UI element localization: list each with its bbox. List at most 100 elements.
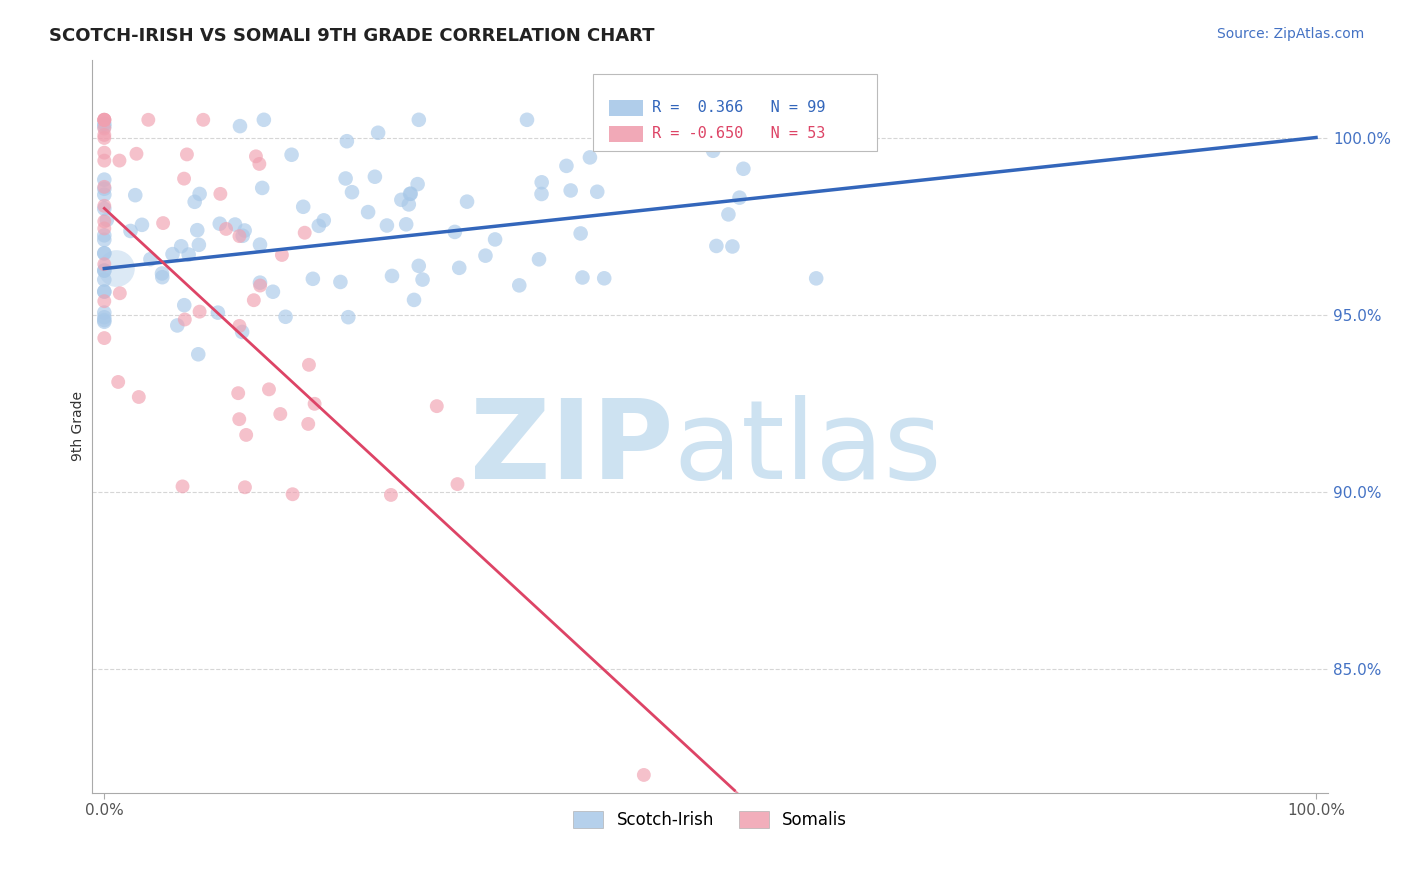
Text: atlas: atlas bbox=[673, 394, 942, 501]
Point bbox=[93, 202, 115, 216]
Point bbox=[249, 237, 271, 252]
Point bbox=[93, 294, 115, 309]
Point bbox=[426, 399, 449, 413]
Point bbox=[302, 272, 325, 286]
Point bbox=[93, 187, 115, 202]
Point bbox=[93, 182, 115, 196]
Point bbox=[228, 318, 250, 333]
Point bbox=[233, 223, 256, 237]
Point bbox=[357, 205, 380, 219]
Point bbox=[408, 112, 430, 127]
Point bbox=[170, 239, 193, 253]
Point bbox=[105, 261, 128, 276]
Point bbox=[173, 312, 195, 326]
Point bbox=[188, 186, 211, 201]
Point bbox=[252, 181, 274, 195]
Point bbox=[294, 226, 316, 240]
Point bbox=[93, 331, 115, 345]
Point bbox=[702, 144, 724, 158]
Point bbox=[443, 225, 465, 239]
Point bbox=[389, 193, 412, 207]
Point bbox=[93, 285, 115, 299]
Point bbox=[128, 390, 150, 404]
Point bbox=[399, 186, 422, 201]
Point bbox=[593, 271, 616, 285]
Point bbox=[569, 227, 592, 241]
Point bbox=[107, 375, 129, 389]
Point bbox=[228, 229, 250, 244]
Point bbox=[304, 397, 326, 411]
Point bbox=[93, 313, 115, 327]
Point bbox=[249, 276, 271, 290]
Point bbox=[93, 221, 115, 235]
Point bbox=[402, 293, 425, 307]
Point bbox=[93, 214, 115, 228]
Point bbox=[375, 219, 398, 233]
Point bbox=[633, 768, 655, 782]
Text: R = -0.650   N = 53: R = -0.650 N = 53 bbox=[652, 126, 825, 141]
Point bbox=[193, 112, 215, 127]
Point bbox=[120, 224, 142, 238]
Point bbox=[530, 175, 553, 189]
Point bbox=[367, 126, 389, 140]
Point bbox=[508, 278, 530, 293]
Point bbox=[93, 228, 115, 243]
Text: ZIP: ZIP bbox=[470, 394, 673, 501]
Point bbox=[93, 112, 115, 127]
Point bbox=[136, 112, 159, 127]
Point bbox=[298, 358, 321, 372]
Point bbox=[183, 194, 205, 209]
Point bbox=[329, 275, 352, 289]
Point bbox=[176, 147, 198, 161]
Point bbox=[571, 270, 593, 285]
FancyBboxPatch shape bbox=[593, 74, 877, 152]
Point bbox=[233, 480, 256, 494]
Point bbox=[188, 304, 211, 318]
Point bbox=[721, 239, 744, 253]
Point bbox=[586, 185, 609, 199]
Point bbox=[131, 218, 153, 232]
Point bbox=[93, 285, 115, 299]
Point bbox=[228, 412, 250, 426]
Point bbox=[226, 386, 249, 401]
Point bbox=[399, 186, 422, 201]
Point bbox=[728, 191, 751, 205]
Point bbox=[173, 171, 195, 186]
Text: SCOTCH-IRISH VS SOMALI 9TH GRADE CORRELATION CHART: SCOTCH-IRISH VS SOMALI 9TH GRADE CORRELA… bbox=[49, 27, 655, 45]
Point bbox=[249, 278, 271, 293]
Text: R =  0.366   N = 99: R = 0.366 N = 99 bbox=[652, 101, 825, 115]
Point bbox=[262, 285, 284, 299]
Point bbox=[186, 223, 208, 237]
Point bbox=[269, 407, 291, 421]
Point bbox=[257, 382, 280, 396]
Point bbox=[224, 218, 246, 232]
Point bbox=[93, 145, 115, 160]
Point bbox=[93, 273, 115, 287]
Point bbox=[297, 417, 319, 431]
Point bbox=[93, 263, 115, 277]
Point bbox=[527, 252, 550, 267]
Point bbox=[380, 488, 402, 502]
Point bbox=[560, 184, 582, 198]
Point bbox=[152, 216, 174, 230]
Point bbox=[93, 112, 115, 127]
Point bbox=[93, 246, 115, 260]
Point bbox=[474, 249, 496, 263]
Point bbox=[93, 257, 115, 271]
Point bbox=[187, 237, 209, 252]
Point bbox=[93, 120, 115, 134]
Point bbox=[177, 247, 200, 261]
Point bbox=[124, 188, 146, 202]
Point bbox=[516, 112, 538, 127]
Point bbox=[93, 263, 115, 277]
Point bbox=[93, 112, 115, 127]
Point bbox=[229, 119, 252, 133]
Point bbox=[364, 169, 387, 184]
Point bbox=[381, 268, 404, 283]
Point bbox=[335, 171, 357, 186]
Point bbox=[280, 147, 302, 161]
Bar bbox=[609, 100, 644, 116]
Point bbox=[125, 146, 148, 161]
Point bbox=[173, 298, 195, 312]
Point bbox=[281, 487, 304, 501]
